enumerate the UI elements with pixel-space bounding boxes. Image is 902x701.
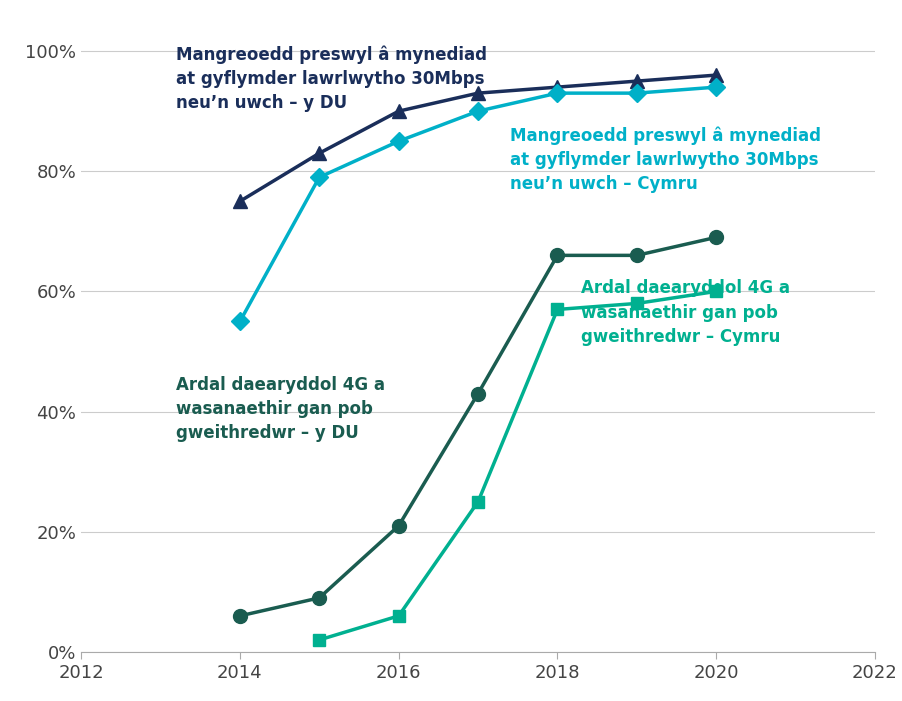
Text: Mangreoedd preswyl â mynediad
at gyflymder lawrlwytho 30Mbps
neu’n uwch – y DU: Mangreoedd preswyl â mynediad at gyflymd…	[177, 45, 487, 112]
Text: Ardal daearyddol 4G a
wasanaethir gan pob
gweithredwr – y DU: Ardal daearyddol 4G a wasanaethir gan po…	[177, 376, 385, 442]
Text: Ardal daearyddol 4G a
wasanaethir gan pob
gweithredwr – Cymru: Ardal daearyddol 4G a wasanaethir gan po…	[581, 280, 790, 346]
Text: Mangreoedd preswyl â mynediad
at gyflymder lawrlwytho 30Mbps
neu’n uwch – Cymru: Mangreoedd preswyl â mynediad at gyflymd…	[510, 126, 821, 193]
